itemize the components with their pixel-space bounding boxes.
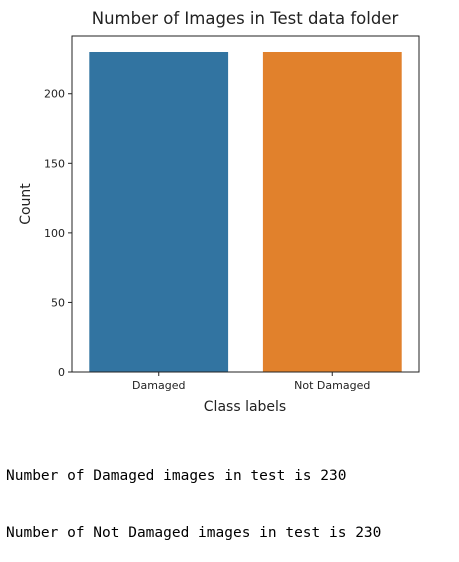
plot-area: 0 50 100 150 200 Damaged Not Damaged: [44, 35, 420, 392]
output-line-not-damaged: Number of Not Damaged images in test is …: [6, 525, 382, 541]
bar-not-damaged: [262, 52, 402, 372]
x-tick-label: Damaged: [132, 379, 185, 392]
y-axis-label: Count: [18, 183, 34, 225]
y-tick-label: 150: [44, 157, 65, 170]
x-tick-label: Not Damaged: [294, 379, 370, 392]
chart-title: Number of Images in Test data folder: [92, 9, 399, 28]
x-axis-label: Class labels: [204, 399, 286, 415]
y-tick-label: 100: [44, 227, 65, 240]
y-tick-label: 50: [51, 296, 65, 309]
bar-damaged: [89, 52, 229, 372]
y-tick-label: 200: [44, 88, 65, 101]
bar-chart: Number of Images in Test data folder 0 50…: [18, 9, 420, 415]
y-tick-label: 0: [58, 366, 65, 379]
console-output: Number of Damaged images in test is 230 …: [6, 429, 381, 562]
output-line-damaged: Number of Damaged images in test is 230: [6, 468, 347, 484]
axes-frame: [71, 35, 420, 373]
